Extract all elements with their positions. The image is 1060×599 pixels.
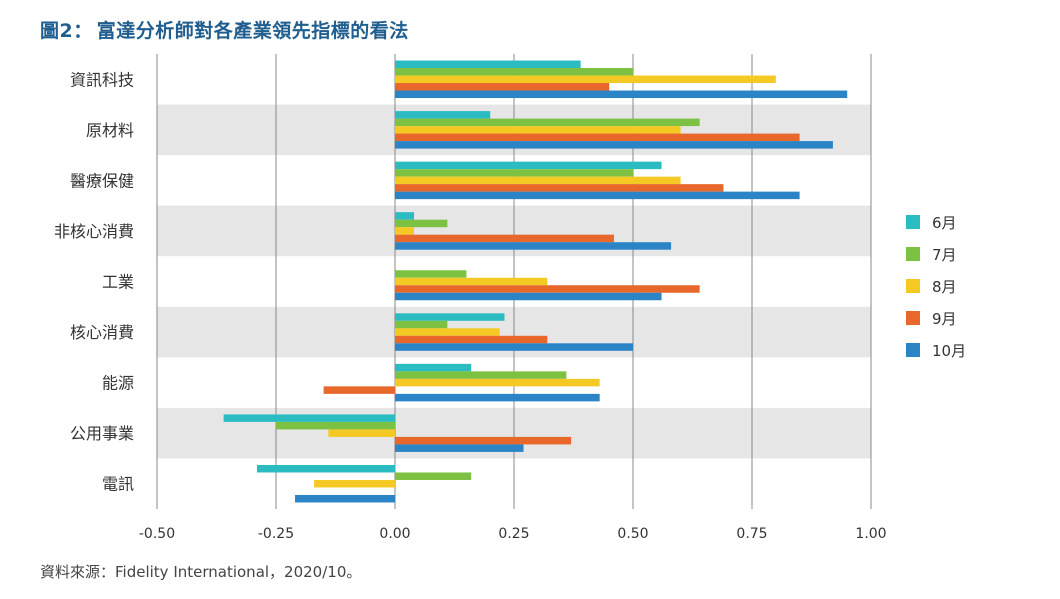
category-label: 醫療保健 xyxy=(70,171,134,190)
bar xyxy=(323,386,395,394)
legend-swatch-aug xyxy=(906,279,920,293)
x-tick-label: 0.25 xyxy=(498,526,529,542)
bar xyxy=(395,90,848,99)
bar xyxy=(395,436,572,445)
x-tick-label: 0.50 xyxy=(617,526,648,542)
bar xyxy=(395,227,415,235)
figure-number: 圖2： xyxy=(40,20,93,42)
bar xyxy=(395,313,505,321)
legend-swatch-oct xyxy=(906,343,920,357)
legend-item-aug: 8月 xyxy=(906,270,966,302)
bar xyxy=(395,191,800,200)
category-label: 原材料 xyxy=(86,121,134,140)
bar xyxy=(395,133,800,142)
bar xyxy=(256,464,395,473)
x-tick-label: 0.00 xyxy=(379,526,410,542)
bar xyxy=(395,141,833,149)
category-label: 電訊 xyxy=(102,475,134,494)
chart-title: 圖2： 富達分析師對各產業領先指標的看法 xyxy=(40,16,409,43)
bar xyxy=(395,371,567,379)
bar xyxy=(395,212,415,220)
bar xyxy=(395,219,448,228)
legend-item-jun: 6月 xyxy=(906,206,966,238)
bar xyxy=(395,60,581,69)
bar xyxy=(395,277,548,286)
x-tick-label: 1.00 xyxy=(855,526,886,542)
bar xyxy=(395,169,633,177)
bar xyxy=(395,242,672,250)
category-label: 工業 xyxy=(102,273,134,292)
category-label: 能源 xyxy=(102,374,134,393)
bar xyxy=(328,429,395,437)
bar xyxy=(395,184,724,192)
legend-item-jul: 7月 xyxy=(906,238,966,270)
bar xyxy=(395,68,633,76)
bar xyxy=(276,421,395,430)
category-label: 公用事業 xyxy=(70,424,134,443)
bar xyxy=(395,234,614,243)
x-tick-label: -0.25 xyxy=(258,526,294,542)
bar xyxy=(395,176,681,185)
bar xyxy=(395,270,467,278)
legend-swatch-jul xyxy=(906,247,920,261)
category-label: 非核心消費 xyxy=(54,222,134,241)
category-label: 資訊科技 xyxy=(70,70,134,89)
bar xyxy=(295,494,395,503)
source-note: 資料來源：Fidelity International，2020/10。 xyxy=(40,563,362,581)
bar xyxy=(395,343,633,351)
legend-label-jun: 6月 xyxy=(932,213,957,232)
bar xyxy=(395,75,776,84)
bar xyxy=(395,320,448,329)
x-tick-label: 0.75 xyxy=(736,526,767,542)
bar xyxy=(395,378,600,387)
legend-item-sep: 9月 xyxy=(906,302,966,334)
bar xyxy=(314,479,395,488)
bar xyxy=(395,444,524,452)
bar xyxy=(395,335,548,344)
bar xyxy=(395,161,662,170)
legend-item-oct: 10月 xyxy=(906,334,966,366)
legend-label-jul: 7月 xyxy=(932,245,957,264)
legend-swatch-jun xyxy=(906,215,920,229)
legend-swatch-sep xyxy=(906,311,920,325)
bar xyxy=(223,414,395,422)
bar xyxy=(395,472,472,480)
x-tick-label: -0.50 xyxy=(139,526,175,542)
legend-label-sep: 9月 xyxy=(932,309,957,328)
legend-label-oct: 10月 xyxy=(932,341,967,360)
bar xyxy=(395,363,472,372)
bar xyxy=(395,292,662,301)
bar xyxy=(395,126,681,134)
bar xyxy=(395,393,600,402)
legend-label-aug: 8月 xyxy=(932,277,957,296)
category-label: 核心消費 xyxy=(70,323,134,342)
bar xyxy=(395,118,700,127)
chart-legend: 6月 7月 8月 9月 10月 xyxy=(906,206,966,366)
bar xyxy=(395,111,491,119)
bar xyxy=(395,83,610,91)
bar xyxy=(395,285,700,293)
chart-title-text: 富達分析師對各產業領先指標的看法 xyxy=(96,20,409,42)
bar xyxy=(395,328,500,336)
